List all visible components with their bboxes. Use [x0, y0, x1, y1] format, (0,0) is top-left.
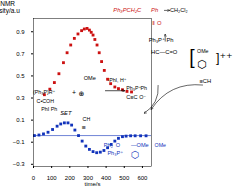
svg-text:−0.3: −0.3	[13, 161, 26, 167]
svg-text:Ph₃P⁺: Ph₃P⁺	[149, 37, 165, 43]
svg-text:—OMe: —OMe	[131, 142, 149, 148]
svg-text:OMe: OMe	[197, 48, 209, 54]
svg-text:-PhI, H⁺: -PhI, H⁺	[107, 77, 126, 83]
svg-text:intensity/a.u: intensity/a.u	[0, 7, 20, 15]
svg-text:−0.1: −0.1	[13, 139, 26, 145]
svg-text:0.3: 0.3	[16, 95, 25, 101]
svg-text:CH₂Cl₂: CH₂Cl₂	[170, 7, 188, 13]
svg-text:Ph: Ph	[140, 85, 147, 91]
svg-text:600: 600	[137, 175, 148, 181]
svg-text:SET: SET	[60, 110, 72, 116]
svg-text:OMe: OMe	[155, 142, 167, 148]
svg-text:≡CH: ≡CH	[199, 78, 211, 84]
svg-text:0.5: 0.5	[16, 73, 25, 79]
svg-text:0.1: 0.1	[16, 117, 25, 123]
svg-text:Ph₂: Ph₂	[104, 142, 113, 148]
svg-text:+: +	[72, 89, 76, 96]
svg-text:⬡: ⬡	[131, 149, 139, 160]
svg-text:³¹P NMR: ³¹P NMR	[0, 0, 15, 7]
svg-text:CH: CH	[83, 116, 91, 122]
svg-text:time/s: time/s	[84, 181, 100, 187]
svg-text:Ph: Ph	[51, 106, 58, 112]
svg-text:C•C: C•C	[37, 98, 47, 104]
svg-text:Ph: Ph	[166, 37, 173, 43]
svg-text:100: 100	[47, 175, 58, 181]
svg-text:0: 0	[32, 175, 36, 181]
svg-text:O: O	[116, 142, 121, 148]
svg-text:O: O	[157, 20, 162, 26]
svg-text:Ph₃PCH₂C: Ph₃PCH₂C	[113, 7, 142, 13]
svg-text:300: 300	[83, 174, 93, 181]
svg-text:Ph₃P⁺: Ph₃P⁺	[107, 150, 123, 156]
svg-text:C≡C: C≡C	[126, 94, 137, 100]
svg-text:OMe: OMe	[84, 75, 96, 81]
svg-text:OH: OH	[46, 98, 54, 104]
svg-text:⬡: ⬡	[197, 58, 207, 70]
svg-text:500: 500	[119, 175, 130, 181]
svg-text:0.9: 0.9	[16, 29, 25, 35]
svg-text:0.7: 0.7	[16, 51, 25, 57]
svg-text:‖: ‖	[152, 19, 155, 26]
svg-text:Ph: Ph	[151, 7, 158, 13]
svg-text:≡: ≡	[81, 124, 85, 131]
svg-text:[: [	[189, 46, 195, 68]
svg-text:400: 400	[101, 175, 112, 181]
svg-text:PhI: PhI	[41, 106, 49, 112]
svg-text:(Ph₃P)R⁺: (Ph₃P)R⁺	[33, 89, 56, 95]
svg-text:O⁻: O⁻	[139, 94, 146, 100]
svg-text:]⁺⁺: ]⁺⁺	[216, 51, 233, 65]
svg-text:Ph₃P⁺: Ph₃P⁺	[126, 85, 141, 91]
svg-text:HC—C=O: HC—C=O	[151, 49, 178, 55]
svg-text:⊕: ⊕	[79, 90, 85, 97]
svg-text:200: 200	[65, 175, 76, 181]
